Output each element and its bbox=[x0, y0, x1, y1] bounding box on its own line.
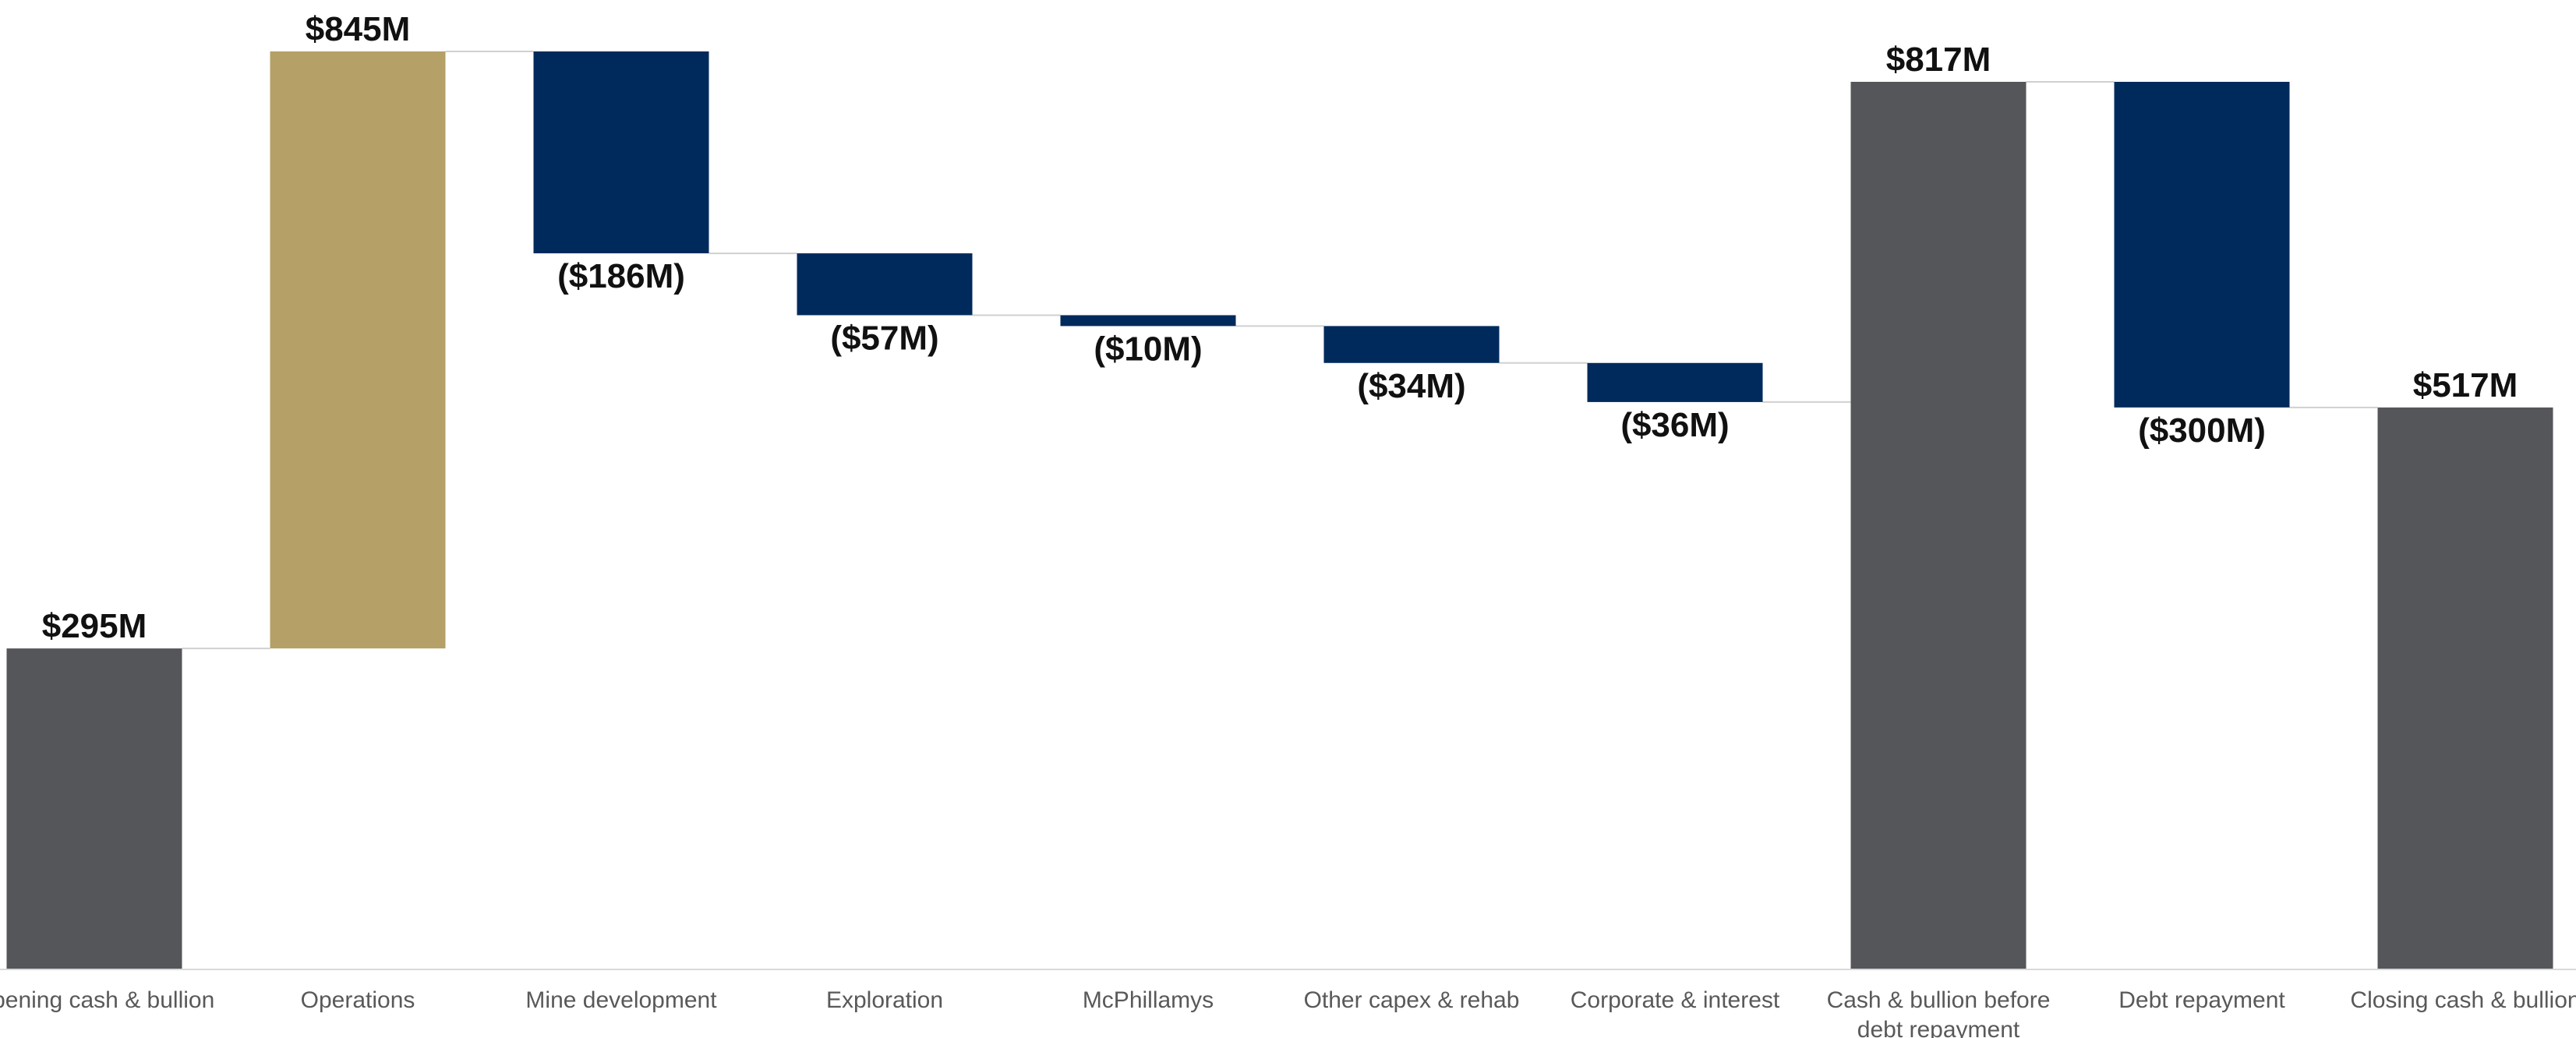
bar-cash-bullion-before-debt-repayment bbox=[1850, 82, 2027, 969]
bar-corporate-interest bbox=[1587, 362, 1763, 402]
category-label-corporate-interest: Corporate & interest bbox=[1571, 987, 1780, 1013]
bar-exploration bbox=[797, 253, 973, 316]
category-label-closing-cash-bullion: Closing cash & bullion bbox=[2350, 987, 2576, 1013]
bar-other-capex-rehab bbox=[1323, 326, 1500, 363]
connector-lines bbox=[182, 51, 2378, 650]
bar-opening-cash-bullion bbox=[6, 648, 182, 969]
category-label-operations: Operations bbox=[301, 987, 415, 1013]
value-label-operations: $845M bbox=[306, 10, 411, 48]
category-label-other-capex-rehab: Other capex & rehab bbox=[1304, 987, 1520, 1013]
bar-debt-repayment bbox=[2114, 82, 2290, 408]
bar-mcphillamys bbox=[1060, 315, 1236, 327]
value-label-mcphillamys: ($10M) bbox=[1094, 330, 1202, 368]
value-labels: $295M $845M ($186M) ($57M) ($10M) ($34M) ($36M… bbox=[42, 10, 2518, 645]
bar-mine-development bbox=[533, 51, 709, 254]
bar-closing-cash-bullion bbox=[2377, 407, 2553, 969]
value-label-corporate-interest: ($36M) bbox=[1620, 406, 1729, 444]
value-label-closing-cash-bullion: $517M bbox=[2413, 366, 2518, 404]
category-labels: Opening cash & bullion Operations Mine dev… bbox=[0, 987, 2576, 1038]
category-label-debt-repayment: Debt repayment bbox=[2118, 987, 2285, 1013]
category-label-opening-cash-bullion: Opening cash & bullion bbox=[0, 987, 214, 1013]
value-label-cash-bullion-before-debt-repayment: $817M bbox=[1886, 41, 1991, 79]
value-label-exploration: ($57M) bbox=[830, 319, 938, 357]
value-label-mine-development: ($186M) bbox=[557, 257, 685, 295]
category-label-exploration: Exploration bbox=[826, 987, 943, 1013]
category-label-mcphillamys: McPhillamys bbox=[1083, 987, 1214, 1013]
category-label-cash-bullion-before-debt-repayment: Cash & bullion before debt repayment bbox=[1827, 987, 2051, 1038]
bars bbox=[6, 51, 2553, 969]
category-label-mine-development: Mine development bbox=[525, 987, 717, 1013]
value-label-other-capex-rehab: ($34M) bbox=[1357, 367, 1465, 405]
bar-operations bbox=[270, 51, 446, 649]
value-label-opening-cash-bullion: $295M bbox=[42, 607, 147, 645]
value-label-debt-repayment: ($300M) bbox=[2138, 411, 2266, 450]
